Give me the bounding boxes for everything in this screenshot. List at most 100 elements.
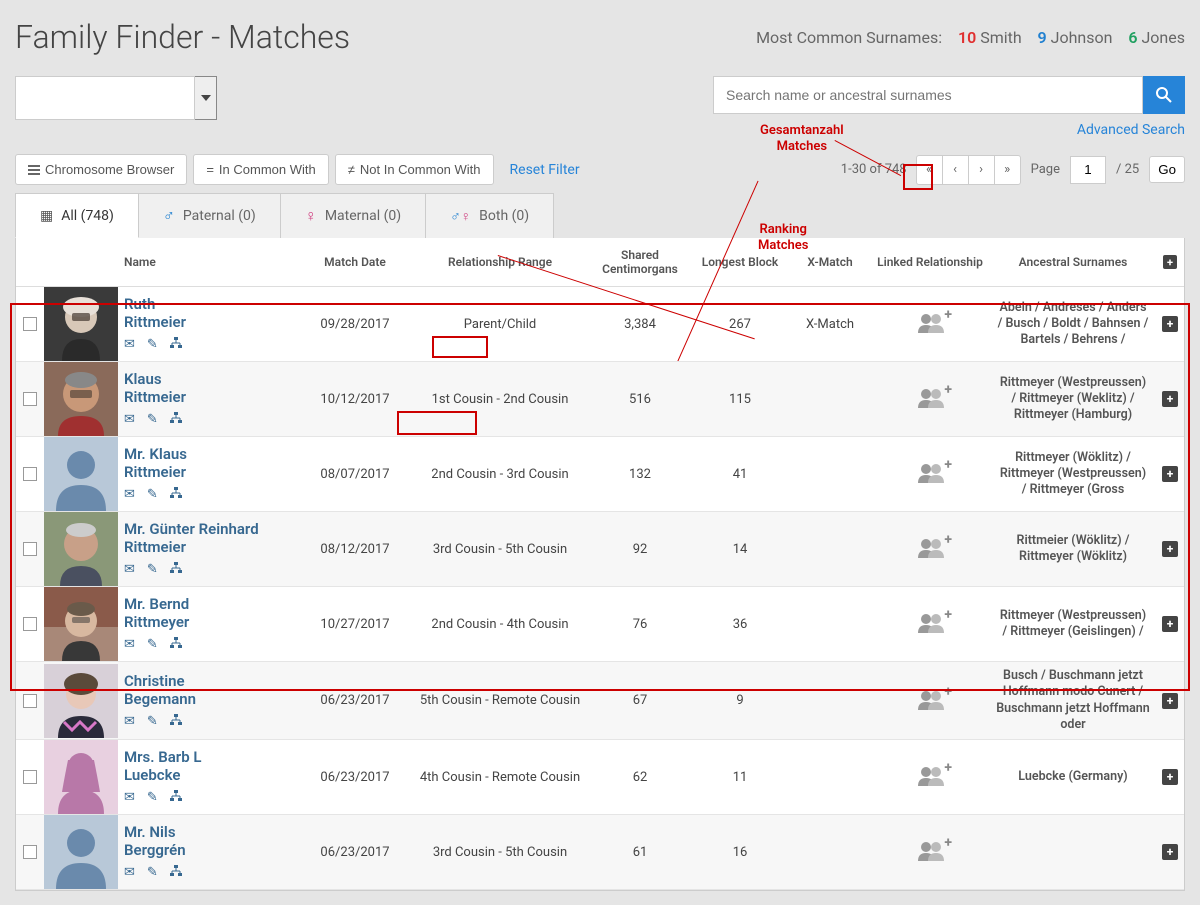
match-name[interactable]: ChristineBegemann — [124, 672, 296, 708]
match-name[interactable]: RuthRittmeier — [124, 295, 296, 331]
edit-icon[interactable]: ✎ — [147, 412, 158, 428]
not-in-common-with-button[interactable]: ≠ Not In Common With — [335, 154, 494, 185]
linked-relationship-icon[interactable]: + — [916, 311, 944, 337]
email-icon[interactable]: ✉ — [124, 790, 135, 806]
linked-relationship-icon[interactable]: + — [916, 611, 944, 637]
col-name[interactable]: Name — [120, 238, 300, 286]
row-checkbox[interactable] — [23, 845, 37, 859]
edit-icon[interactable]: ✎ — [147, 637, 158, 653]
surname-name-3[interactable]: Jones — [1141, 28, 1185, 47]
email-icon[interactable]: ✉ — [124, 637, 135, 653]
expand-row-icon[interactable]: + — [1162, 844, 1178, 860]
email-icon[interactable]: ✉ — [124, 562, 135, 578]
surname-name-1[interactable]: Smith — [980, 28, 1021, 47]
tab-paternal[interactable]: ♂ Paternal (0) — [138, 193, 281, 238]
pager-next-icon[interactable]: › — [968, 155, 995, 185]
tree-icon[interactable] — [170, 562, 182, 578]
col-ancestral[interactable]: Ancestral Surnames — [990, 238, 1156, 286]
email-icon[interactable]: ✉ — [124, 487, 135, 503]
search-input[interactable] — [713, 76, 1143, 114]
row-checkbox[interactable] — [23, 392, 37, 406]
row-checkbox[interactable] — [23, 317, 37, 331]
table-row: Mr. KlausRittmeier ✉ ✎ 08/07/2017 2nd Co… — [16, 437, 1184, 512]
relationship-range: 2nd Cousin - 3rd Cousin — [410, 461, 590, 488]
tree-icon[interactable] — [170, 637, 182, 653]
table-row: Mr. BerndRittmeyer ✉ ✎ 10/27/2017 2nd Co… — [16, 587, 1184, 662]
avatar[interactable] — [44, 815, 118, 889]
expand-row-icon[interactable]: + — [1162, 693, 1178, 709]
email-icon[interactable]: ✉ — [124, 412, 135, 428]
avatar[interactable] — [44, 287, 118, 361]
go-button[interactable]: Go — [1149, 156, 1185, 183]
avatar[interactable] — [44, 740, 118, 814]
col-match-date[interactable]: Match Date — [300, 238, 410, 286]
email-icon[interactable]: ✉ — [124, 337, 135, 353]
match-name[interactable]: Mr. BerndRittmeyer — [124, 595, 296, 631]
avatar[interactable] — [44, 362, 118, 436]
edit-icon[interactable]: ✎ — [147, 487, 158, 503]
linked-relationship-icon[interactable]: + — [916, 461, 944, 487]
tab-maternal[interactable]: ♀ Maternal (0) — [280, 193, 426, 238]
linked-relationship-icon[interactable]: + — [916, 688, 944, 714]
chromosome-browser-button[interactable]: Chromosome Browser — [15, 154, 187, 185]
page-title: Family Finder - Matches — [15, 18, 350, 56]
edit-icon[interactable]: ✎ — [147, 714, 158, 730]
edit-icon[interactable]: ✎ — [147, 790, 158, 806]
tree-icon[interactable] — [170, 412, 182, 428]
match-name[interactable]: Mr. KlausRittmeier — [124, 445, 296, 481]
match-name[interactable]: Mr. Günter ReinhardRittmeier — [124, 520, 296, 556]
select-dropdown-icon[interactable] — [195, 76, 217, 120]
row-checkbox[interactable] — [23, 617, 37, 631]
expand-row-icon[interactable]: + — [1162, 769, 1178, 785]
row-checkbox[interactable] — [23, 694, 37, 708]
row-checkbox[interactable] — [23, 467, 37, 481]
tree-icon[interactable] — [170, 714, 182, 730]
expand-row-icon[interactable]: + — [1162, 541, 1178, 557]
match-date: 10/12/2017 — [300, 386, 410, 413]
linked-relationship-icon[interactable]: + — [916, 839, 944, 865]
in-common-with-button[interactable]: = In Common With — [193, 154, 328, 185]
expand-row-icon[interactable]: + — [1162, 391, 1178, 407]
tree-icon[interactable] — [170, 865, 182, 881]
advanced-search-link[interactable]: Advanced Search — [1077, 122, 1185, 138]
tree-icon[interactable] — [170, 487, 182, 503]
avatar[interactable] — [44, 587, 118, 661]
tree-icon[interactable] — [170, 790, 182, 806]
tab-maternal-label: Maternal (0) — [325, 208, 401, 224]
col-linked[interactable]: Linked Relationship — [870, 238, 990, 286]
edit-icon[interactable]: ✎ — [147, 562, 158, 578]
match-name[interactable]: Mrs. Barb LLuebcke — [124, 748, 296, 784]
linked-relationship-icon[interactable]: + — [916, 386, 944, 412]
match-name[interactable]: KlausRittmeier — [124, 370, 296, 406]
edit-icon[interactable]: ✎ — [147, 865, 158, 881]
pager-prev-icon[interactable]: ‹ — [942, 155, 969, 185]
edit-icon[interactable]: ✎ — [147, 337, 158, 353]
page-input[interactable] — [1070, 156, 1106, 184]
avatar[interactable] — [44, 437, 118, 511]
shared-cm: 67 — [590, 687, 690, 714]
row-checkbox[interactable] — [23, 770, 37, 784]
pager-last-icon[interactable]: » — [994, 155, 1021, 185]
expand-row-icon[interactable]: + — [1162, 466, 1178, 482]
tree-icon[interactable] — [170, 337, 182, 353]
expand-row-icon[interactable]: + — [1162, 616, 1178, 632]
avatar[interactable] — [44, 512, 118, 586]
search-button[interactable] — [1143, 76, 1185, 114]
email-icon[interactable]: ✉ — [124, 714, 135, 730]
tab-both[interactable]: ♂♀ Both (0) — [425, 193, 554, 238]
reset-filter-link[interactable]: Reset Filter — [510, 162, 580, 178]
tab-all[interactable]: ▦ All (748) — [15, 193, 139, 238]
col-shared-cm[interactable]: Shared Centimorgans — [590, 238, 690, 286]
avatar[interactable] — [44, 664, 118, 738]
match-name[interactable]: Mr. NilsBerggrén — [124, 823, 296, 859]
xmatch — [790, 771, 870, 783]
relationship-filter-select[interactable] — [15, 76, 195, 120]
expand-row-icon[interactable]: + — [1162, 316, 1178, 332]
email-icon[interactable]: ✉ — [124, 865, 135, 881]
expand-all-icon[interactable]: + — [1163, 255, 1177, 269]
row-checkbox[interactable] — [23, 542, 37, 556]
col-relationship[interactable]: Relationship Range — [410, 238, 590, 286]
surname-name-2[interactable]: Johnson — [1051, 28, 1113, 47]
linked-relationship-icon[interactable]: + — [916, 764, 944, 790]
linked-relationship-icon[interactable]: + — [916, 536, 944, 562]
